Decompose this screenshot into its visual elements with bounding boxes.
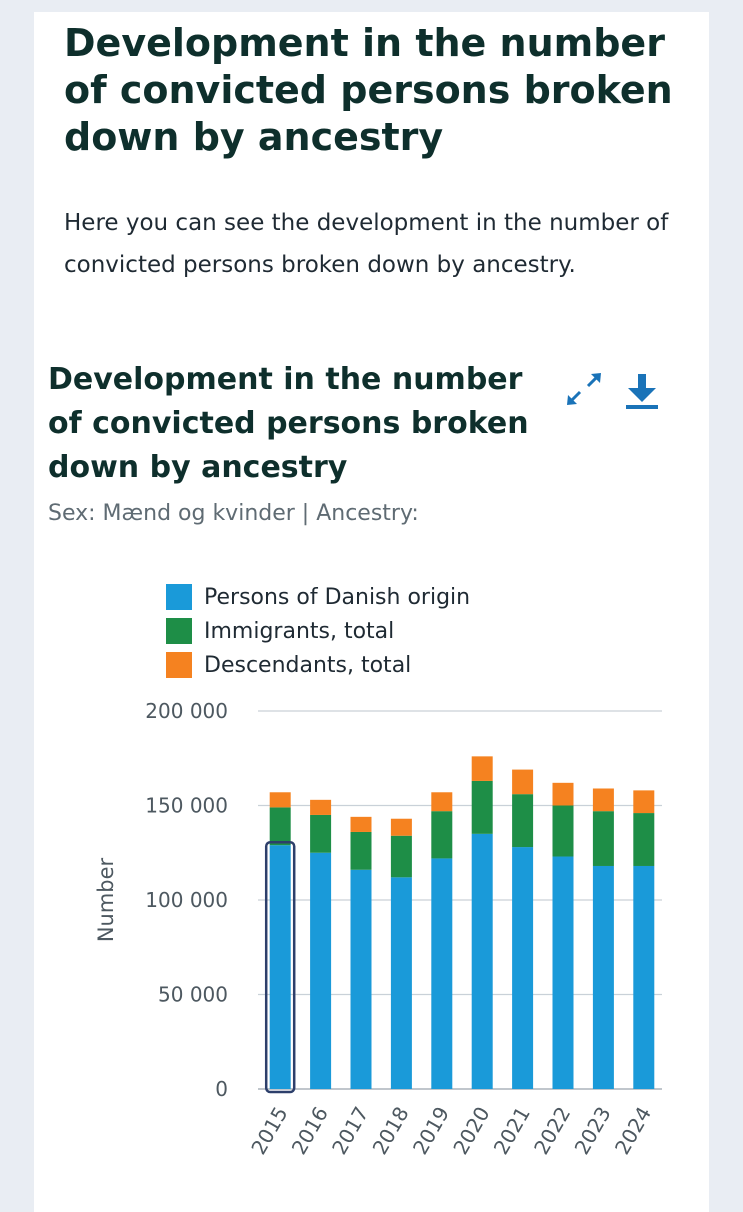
x-tick-label: 2018	[367, 1103, 413, 1159]
bar-descendants-2021	[512, 769, 534, 795]
y-tick-label: 0	[215, 1077, 228, 1101]
bar-immigrants-2022	[552, 805, 574, 857]
legend-item-immigrants[interactable]: Immigrants, total	[166, 614, 470, 648]
legend-label-immigrants: Immigrants, total	[204, 618, 395, 644]
bar-immigrants-2016	[310, 814, 332, 853]
bar-descendants-2018	[390, 818, 412, 836]
legend-label-danish: Persons of Danish origin	[204, 584, 471, 610]
x-tick-label: 2023	[569, 1103, 615, 1159]
download-button[interactable]	[622, 372, 662, 412]
bar-descendants-2015	[269, 792, 291, 808]
bar-immigrants-2023	[592, 811, 614, 866]
expand-arrows-icon	[567, 373, 601, 405]
bar-descendants-2016	[310, 799, 332, 815]
x-tick-label: 2016	[287, 1103, 333, 1159]
legend-item-danish[interactable]: Persons of Danish origin	[166, 580, 470, 614]
bar-danish-2017	[350, 869, 372, 1089]
bar-descendants-2017	[350, 816, 372, 832]
bar-immigrants-2020	[471, 780, 493, 834]
bar-danish-2021	[512, 847, 534, 1089]
bar-danish-2016	[310, 852, 332, 1089]
bar-danish-2022	[552, 856, 574, 1089]
y-tick-label: 50 000	[158, 983, 228, 1007]
x-tick-label: 2020	[448, 1103, 494, 1159]
bar-danish-2019	[431, 858, 453, 1089]
chart-subtitle: Sex: Mænd og kvinder | Ancestry:	[48, 501, 419, 526]
legend-swatch-immigrants	[166, 618, 192, 644]
bar-immigrants-2015	[269, 807, 291, 846]
x-tick-label: 2017	[327, 1103, 373, 1159]
chart-legend: Persons of Danish origin Immigrants, tot…	[166, 580, 470, 682]
y-tick-label: 100 000	[145, 888, 228, 912]
legend-item-descendants[interactable]: Descendants, total	[166, 648, 470, 682]
bar-immigrants-2017	[350, 831, 372, 870]
bar-descendants-2022	[552, 782, 574, 806]
legend-label-descendants: Descendants, total	[204, 652, 412, 678]
bar-immigrants-2019	[431, 811, 453, 859]
expand-button[interactable]	[562, 370, 606, 410]
x-tick-label: 2021	[489, 1103, 535, 1159]
bar-descendants-2023	[592, 788, 614, 812]
y-tick-label: 200 000	[145, 699, 228, 723]
bar-danish-2020	[471, 833, 493, 1089]
x-tick-label: 2015	[246, 1103, 292, 1159]
bar-immigrants-2024	[633, 813, 655, 866]
bar-descendants-2019	[431, 792, 453, 812]
x-tick-label: 2024	[610, 1103, 656, 1159]
bar-highlight-outline	[264, 840, 296, 1094]
bar-descendants-2020	[471, 756, 493, 781]
bar-descendants-2024	[633, 790, 655, 814]
bar-immigrants-2018	[390, 835, 412, 878]
chart-title: Development in the number of convicted p…	[48, 362, 529, 485]
bar-immigrants-2021	[512, 794, 534, 848]
y-axis-title: Number	[94, 857, 118, 942]
page-title: Development in the number of convicted p…	[64, 21, 673, 159]
bar-danish-2015	[269, 845, 291, 1089]
y-tick-label: 150 000	[145, 794, 228, 818]
legend-swatch-danish	[166, 584, 192, 610]
page-intro: Here you can see the development in the …	[64, 210, 669, 278]
download-icon	[626, 374, 658, 409]
x-tick-label: 2019	[408, 1103, 454, 1159]
bar-danish-2018	[390, 877, 412, 1089]
x-tick-label: 2022	[529, 1103, 575, 1159]
legend-swatch-descendants	[166, 652, 192, 678]
bar-danish-2023	[592, 865, 614, 1089]
bar-danish-2024	[633, 865, 655, 1089]
